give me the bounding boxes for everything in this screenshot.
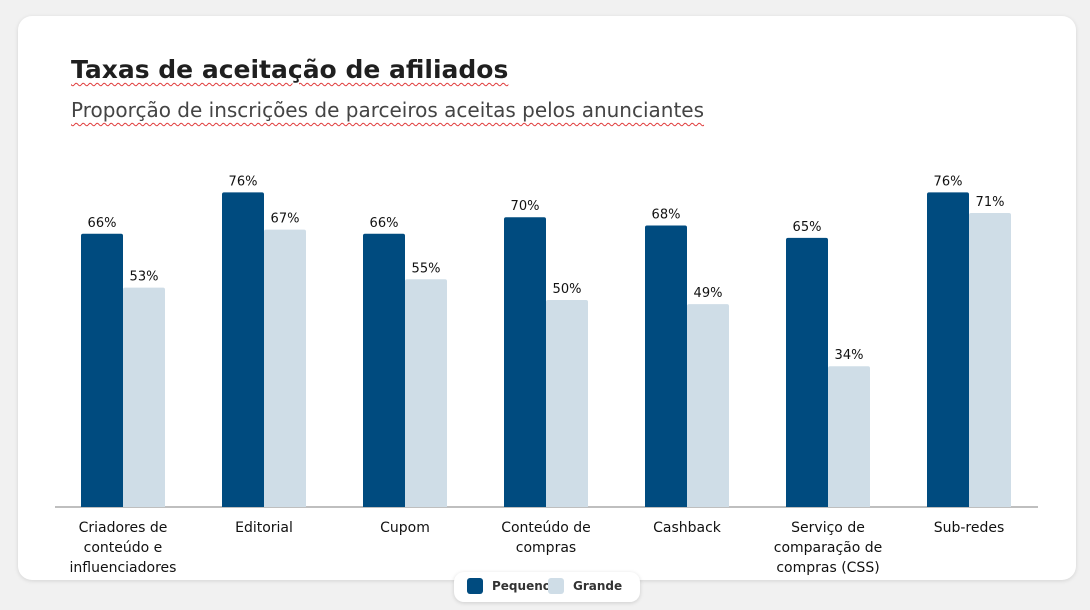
bar-grande-1 — [264, 229, 306, 507]
bar-grande-3 — [546, 300, 588, 507]
bar-pequeno-5 — [786, 237, 828, 507]
data-label-grande-0: 53% — [130, 270, 159, 285]
legend-item-grande: Grande — [548, 578, 622, 594]
bar-pequeno-2 — [363, 233, 405, 507]
legend-swatch-pequeno — [467, 578, 483, 594]
category-label-3: Conteúdo de compras — [501, 520, 591, 556]
data-label-pequeno-3: 70% — [511, 199, 540, 214]
data-label-pequeno-1: 76% — [229, 174, 258, 189]
bar-grande-5 — [828, 366, 870, 507]
data-label-grande-4: 49% — [694, 286, 723, 301]
category-label-6: Sub-redes — [934, 520, 1005, 536]
bar-pequeno-4 — [645, 225, 687, 508]
data-label-pequeno-2: 66% — [370, 216, 399, 231]
legend-item-pequeno: Pequeno — [467, 578, 551, 594]
data-label-grande-5: 34% — [835, 348, 864, 363]
category-label-1: Editorial — [235, 520, 293, 536]
data-label-grande-2: 55% — [412, 261, 441, 276]
legend: Pequeno Grande — [454, 572, 640, 602]
chart-title: Taxas de aceitação de afiliados — [71, 55, 509, 84]
chart-subtitle: Proporção de inscrições de parceiros ace… — [71, 98, 705, 122]
legend-label-grande: Grande — [573, 579, 623, 593]
bar-pequeno-0 — [81, 233, 123, 507]
data-label-pequeno-0: 66% — [88, 216, 117, 231]
bar-pequeno-1 — [222, 192, 264, 508]
category-label-2: Cupom — [380, 520, 430, 536]
legend-label-pequeno: Pequeno — [492, 579, 551, 593]
category-label-0: Criadores de conteúdo e influenciadores — [70, 520, 177, 576]
bar-grande-6 — [969, 213, 1011, 507]
legend-swatch-grande — [548, 578, 564, 594]
bar-pequeno-3 — [504, 217, 546, 507]
category-label-5: Serviço de comparação de compras (CSS) — [774, 520, 883, 576]
data-label-pequeno-6: 76% — [934, 174, 963, 189]
bar-grande-4 — [687, 304, 729, 507]
bar-grande-0 — [123, 287, 165, 507]
data-label-pequeno-5: 65% — [793, 220, 822, 235]
category-label-4: Cashback — [653, 520, 722, 536]
bar-grande-2 — [405, 279, 447, 507]
bar-pequeno-6 — [927, 192, 969, 508]
data-label-grande-1: 67% — [271, 212, 300, 227]
data-label-grande-3: 50% — [553, 282, 582, 297]
data-label-grande-6: 71% — [976, 195, 1005, 210]
data-label-pequeno-4: 68% — [652, 207, 681, 222]
